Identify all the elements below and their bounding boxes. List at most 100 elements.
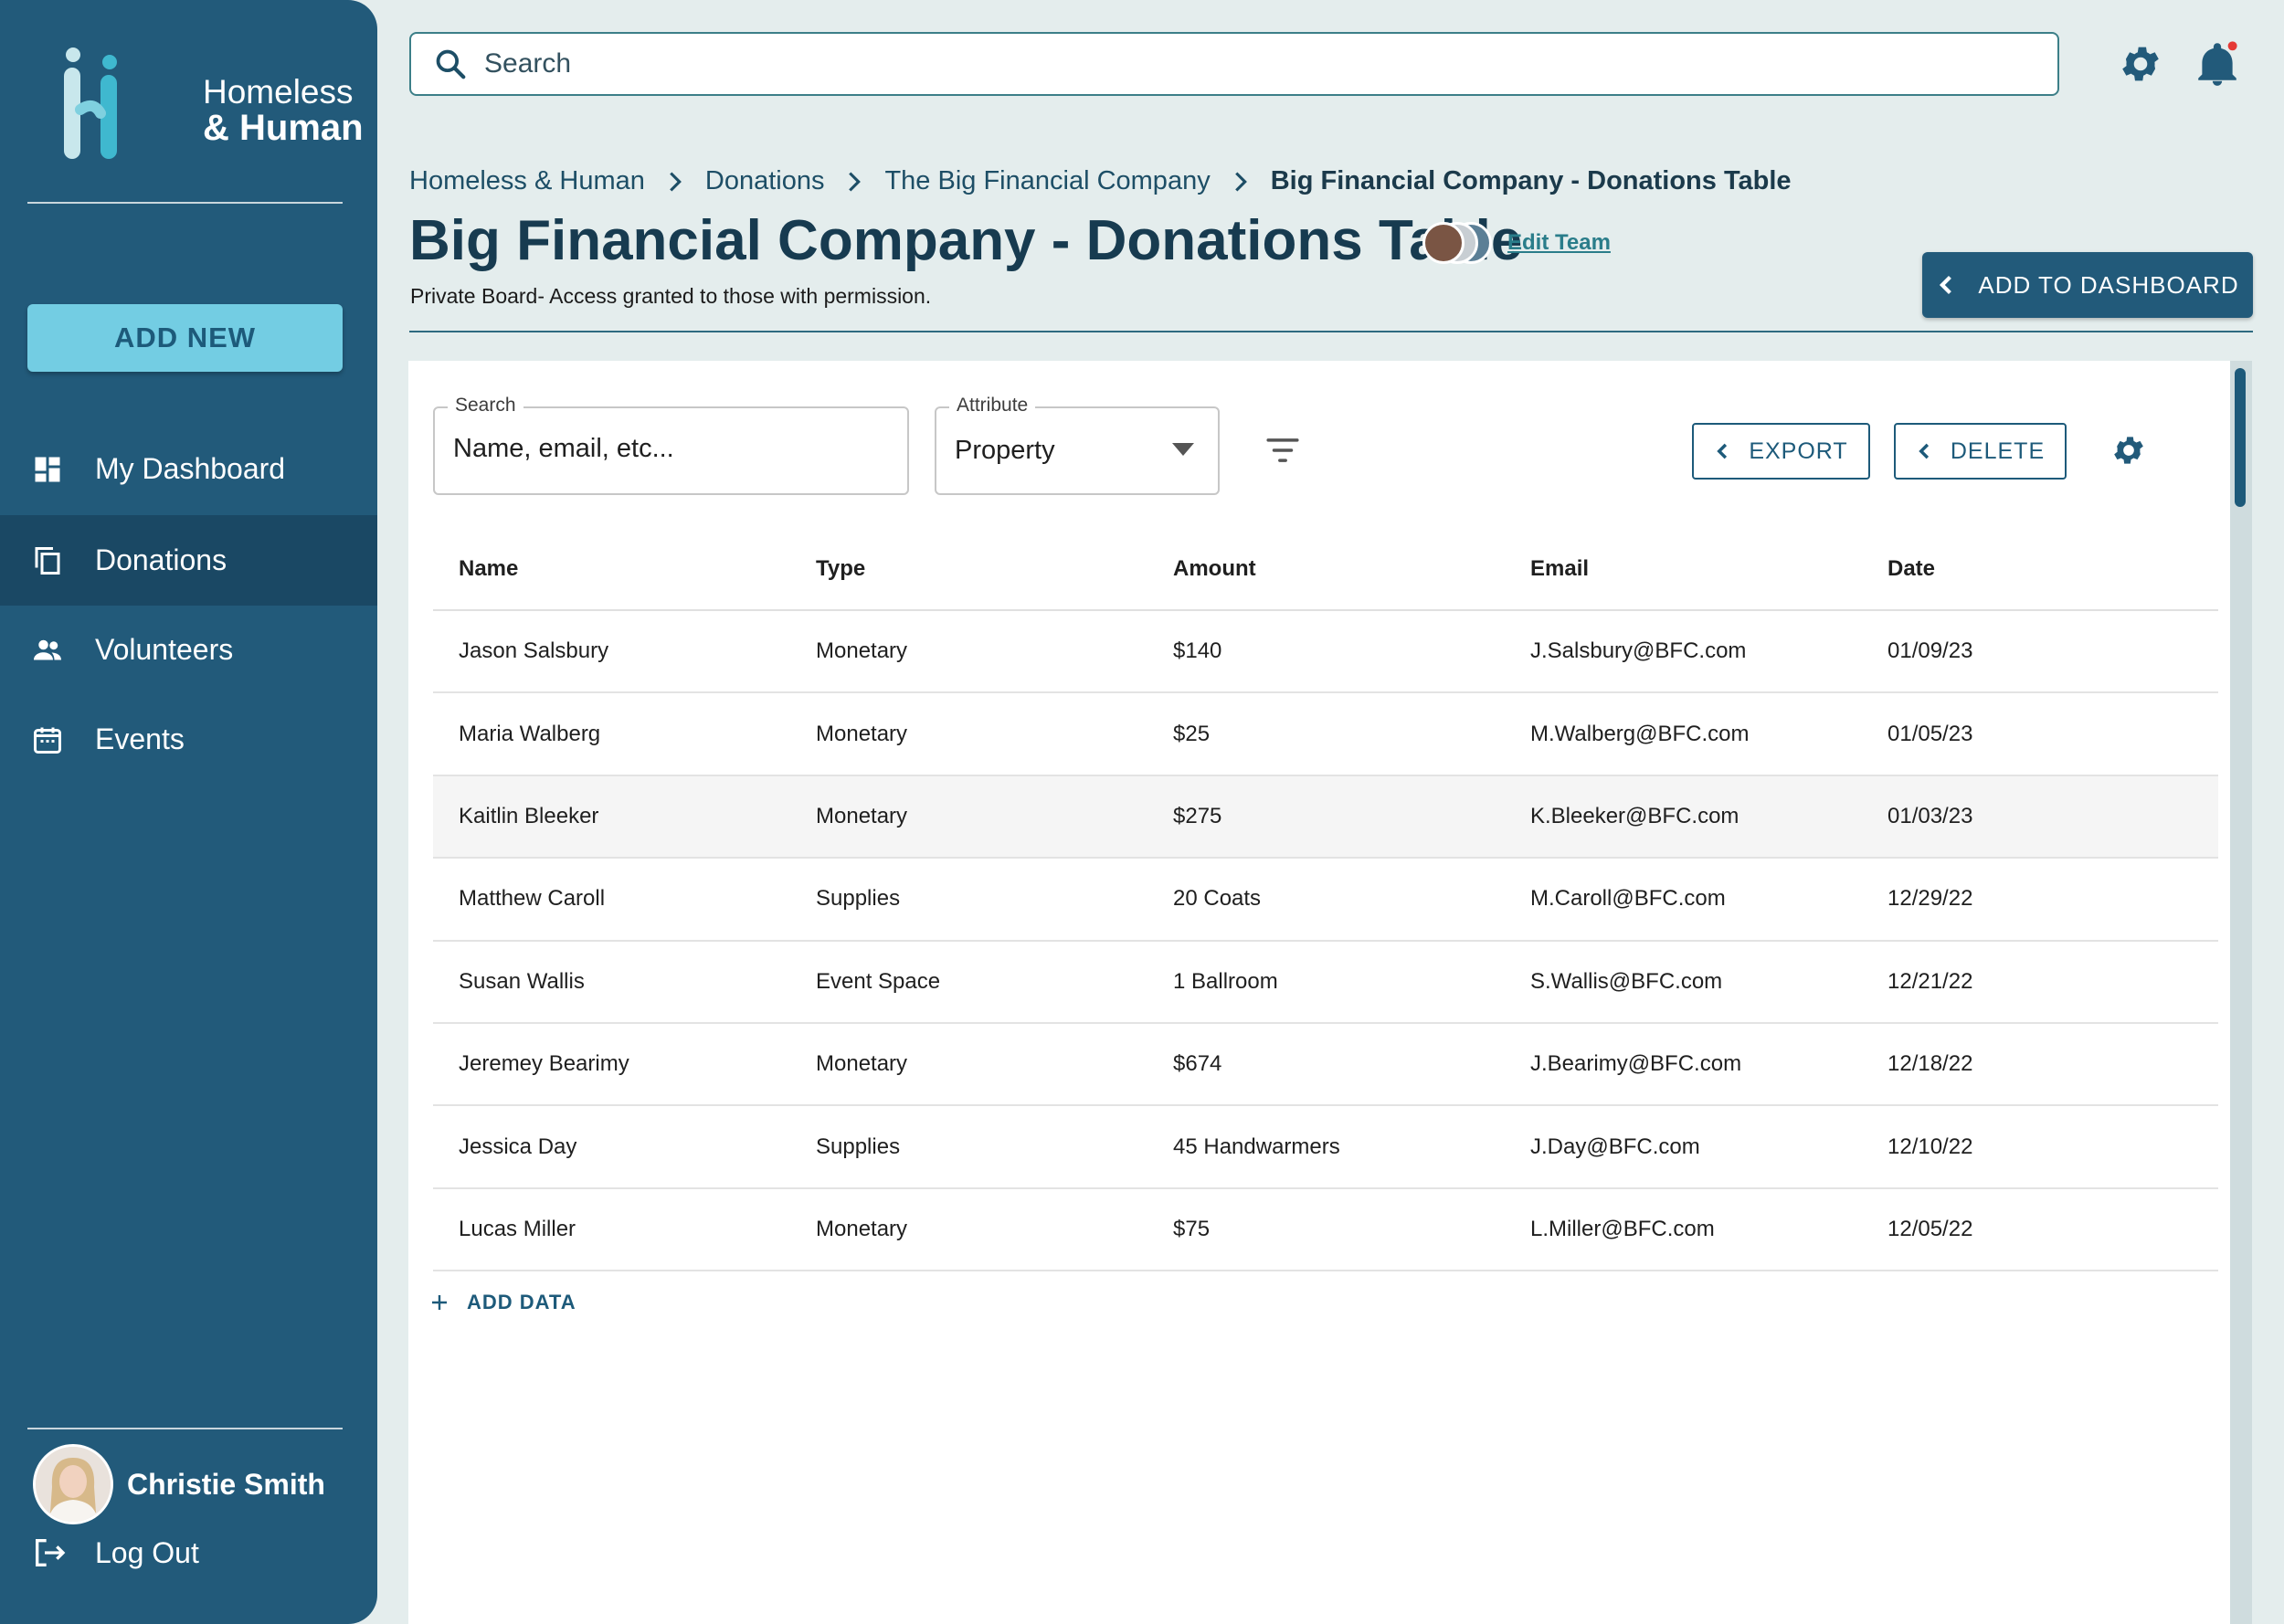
- chevron-left-icon: [1717, 443, 1728, 459]
- cell-name: Lucas Miller: [433, 1187, 790, 1272]
- table-row[interactable]: Susan Wallis Event Space 1 Ballroom S.Wa…: [433, 940, 2218, 1024]
- logout-button[interactable]: Log Out: [31, 1534, 199, 1571]
- breadcrumb: Homeless & Human Donations The Big Finan…: [409, 166, 1792, 196]
- breadcrumb-item-donations[interactable]: Donations: [704, 166, 825, 195]
- notification-bell-icon[interactable]: [2194, 38, 2240, 88]
- user-profile[interactable]: Christie Smith: [33, 1444, 325, 1524]
- avatar: [33, 1444, 113, 1524]
- donations-table: Name Type Amount Email Date Jason Salsbu…: [433, 528, 2218, 1272]
- avatar-portrait-icon: [36, 1447, 111, 1522]
- table-row[interactable]: Jason Salsbury Monetary $140 J.Salsbury@…: [433, 610, 2218, 694]
- dashboard-icon: [35, 457, 60, 481]
- logo[interactable]: Homeless & Human: [57, 46, 364, 164]
- cell-email: J.Salsbury@BFC.com: [1505, 610, 1862, 694]
- column-header-name[interactable]: Name: [433, 528, 790, 611]
- cell-amount: 45 Handwarmers: [1147, 1105, 1505, 1189]
- logo-mark-icon: [64, 47, 117, 159]
- table-row[interactable]: Maria Walberg Monetary $25 M.Walberg@BFC…: [433, 692, 2218, 776]
- search-icon: [436, 49, 466, 79]
- sidebar-item-donations[interactable]: Donations: [0, 515, 377, 606]
- add-new-button[interactable]: ADD NEW: [27, 304, 343, 372]
- cell-date: 12/21/22: [1862, 940, 2218, 1024]
- add-to-dashboard-label: ADD TO DASHBOARD: [1978, 270, 2239, 299]
- cell-email: J.Day@BFC.com: [1505, 1105, 1862, 1189]
- filter-icon[interactable]: [1265, 437, 1300, 464]
- cell-date: 01/05/23: [1862, 692, 2218, 776]
- sidebar-item-label: My Dashboard: [95, 452, 286, 485]
- sidebar: Homeless & Human ADD NEW My Dashboard Do…: [0, 0, 377, 1624]
- scrollbar-track[interactable]: [2230, 361, 2252, 1624]
- cell-type: Monetary: [790, 1022, 1147, 1107]
- table-header: Name Type Amount Email Date: [433, 528, 2218, 611]
- cell-date: 12/05/22: [1862, 1187, 2218, 1272]
- logo-text: Homeless & Human: [203, 73, 386, 148]
- logo-line-2: & Human: [203, 108, 364, 148]
- breadcrumb-item-home[interactable]: Homeless & Human: [409, 166, 645, 195]
- cell-date: 12/29/22: [1862, 858, 2218, 942]
- cell-type: Event Space: [790, 940, 1147, 1024]
- cell-date: 01/09/23: [1862, 610, 2218, 694]
- global-search-input[interactable]: [484, 48, 1946, 79]
- breadcrumb-item-company[interactable]: The Big Financial Company: [884, 166, 1211, 195]
- team-avatars[interactable]: [1422, 222, 1492, 264]
- table-row[interactable]: Matthew Caroll Supplies 20 Coats M.Carol…: [433, 858, 2218, 942]
- cell-email: M.Walberg@BFC.com: [1505, 692, 1862, 776]
- add-data-button[interactable]: ADD DATA: [428, 1291, 576, 1314]
- add-to-dashboard-button[interactable]: ADD TO DASHBOARD: [1922, 252, 2253, 318]
- delete-button[interactable]: DELETE: [1894, 423, 2067, 480]
- scrollbar-thumb[interactable]: [2235, 368, 2246, 507]
- calendar-icon: [34, 727, 61, 754]
- delete-label: DELETE: [1950, 438, 2046, 464]
- table-settings-gear-icon[interactable]: [2110, 432, 2147, 469]
- sidebar-item-events[interactable]: Events: [0, 694, 377, 785]
- chevron-right-icon: [846, 171, 862, 192]
- attribute-value: Property: [955, 436, 1055, 465]
- column-header-type[interactable]: Type: [790, 528, 1147, 611]
- cell-name: Maria Walberg: [433, 692, 790, 776]
- cell-email: K.Bleeker@BFC.com: [1505, 775, 1862, 859]
- cell-type: Monetary: [790, 692, 1147, 776]
- table-header-row: Name Type Amount Email Date: [433, 528, 2218, 611]
- table-row[interactable]: Lucas Miller Monetary $75 L.Miller@BFC.c…: [433, 1187, 2218, 1272]
- column-header-email[interactable]: Email: [1505, 528, 1862, 611]
- copy-icon: [35, 546, 60, 575]
- table-search-input[interactable]: [453, 434, 873, 464]
- edit-team-link[interactable]: Edit Team: [1507, 230, 1611, 255]
- column-header-date[interactable]: Date: [1862, 528, 2218, 611]
- table-row-highlighted[interactable]: Kaitlin Bleeker Monetary $275 K.Bleeker@…: [433, 775, 2218, 859]
- settings-gear-icon[interactable]: [2118, 41, 2163, 87]
- cell-type: Supplies: [790, 1105, 1147, 1189]
- cell-amount: $25: [1147, 692, 1505, 776]
- logo-line-1: Homeless: [203, 73, 354, 111]
- cell-email: S.Wallis@BFC.com: [1505, 940, 1862, 1024]
- attribute-select[interactable]: Attribute Property: [935, 395, 1220, 495]
- sidebar-item-my-dashboard[interactable]: My Dashboard: [0, 424, 377, 514]
- sidebar-divider-bottom: [27, 1428, 343, 1429]
- board-access-note: Private Board- Access granted to those w…: [410, 284, 932, 308]
- attribute-label: Attribute: [949, 395, 1036, 417]
- sidebar-item-volunteers[interactable]: Volunteers: [0, 605, 377, 695]
- column-header-amount[interactable]: Amount: [1147, 528, 1505, 611]
- cell-name: Susan Wallis: [433, 940, 790, 1024]
- cell-name: Jeremey Bearimy: [433, 1022, 790, 1107]
- table-row[interactable]: Jessica Day Supplies 45 Handwarmers J.Da…: [433, 1105, 2218, 1189]
- cell-email: L.Miller@BFC.com: [1505, 1187, 1862, 1272]
- table-body: Jason Salsbury Monetary $140 J.Salsbury@…: [433, 610, 2218, 1272]
- cell-email: J.Bearimy@BFC.com: [1505, 1022, 1862, 1107]
- cell-amount: $275: [1147, 775, 1505, 859]
- cell-name: Kaitlin Bleeker: [433, 775, 790, 859]
- cell-type: Monetary: [790, 775, 1147, 859]
- cell-name: Jessica Day: [433, 1105, 790, 1189]
- cell-type: Supplies: [790, 858, 1147, 942]
- cell-amount: 1 Ballroom: [1147, 940, 1505, 1024]
- table-search-field[interactable]: Search: [433, 395, 909, 495]
- people-icon: [34, 639, 61, 659]
- add-data-label: ADD DATA: [467, 1291, 576, 1313]
- global-search-bar[interactable]: [409, 32, 2059, 96]
- dropdown-caret-icon: [1172, 443, 1194, 456]
- cell-type: Monetary: [790, 610, 1147, 694]
- table-search-label: Search: [448, 395, 523, 417]
- table-row[interactable]: Jeremey Bearimy Monetary $674 J.Bearimy@…: [433, 1022, 2218, 1107]
- export-button[interactable]: EXPORT: [1692, 423, 1870, 480]
- cell-amount: $674: [1147, 1022, 1505, 1107]
